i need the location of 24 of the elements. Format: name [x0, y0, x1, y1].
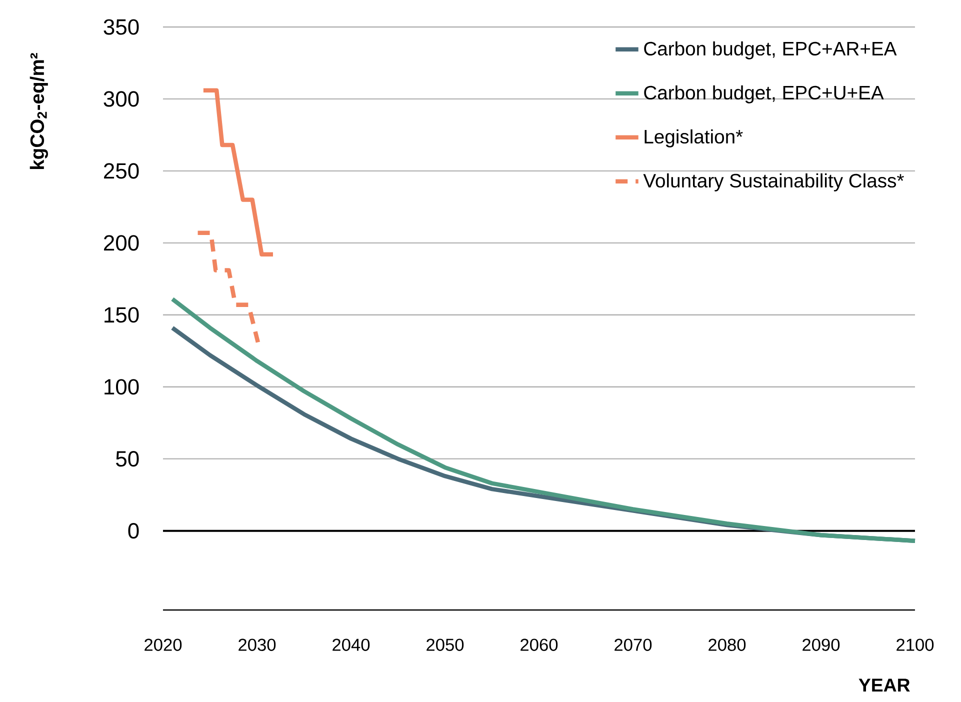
x-tick-label: 2070 — [614, 638, 652, 651]
x-axis-title: YEAR — [858, 678, 910, 692]
x-tick-label: 2020 — [144, 638, 182, 651]
y-axis-title: kgCO$_{2}$-eq/m² — [30, 53, 48, 170]
y-tick-label: 100 — [104, 379, 139, 395]
x-tick-label: 2050 — [426, 638, 464, 651]
x-tick-label: 2030 — [238, 638, 276, 651]
legend-label: Carbon budget, EPC+AR+EA — [644, 41, 897, 60]
y-tick-label: 300 — [104, 91, 139, 107]
line-series — [196, 230, 260, 344]
y-tick-label: 50 — [116, 451, 139, 467]
y-tick-label: 350 — [104, 19, 139, 35]
x-tick-label: 2040 — [332, 638, 370, 651]
legend-label: Voluntary Sustainability Class* — [643, 173, 904, 192]
legend-label: Legislation* — [644, 129, 743, 148]
y-tick-label: 200 — [104, 235, 139, 251]
x-tick-label: 2090 — [802, 638, 840, 651]
y-tick-label: 150 — [104, 307, 139, 323]
x-tick-label: 2100 — [896, 638, 934, 651]
legend-label: Carbon budget, EPC+U+EA — [644, 85, 884, 104]
x-tick-label: 2060 — [520, 638, 558, 651]
y-tick-label: 250 — [104, 163, 139, 179]
y-tick-label: 0 — [128, 523, 139, 539]
x-tick-label: 2080 — [708, 638, 746, 651]
